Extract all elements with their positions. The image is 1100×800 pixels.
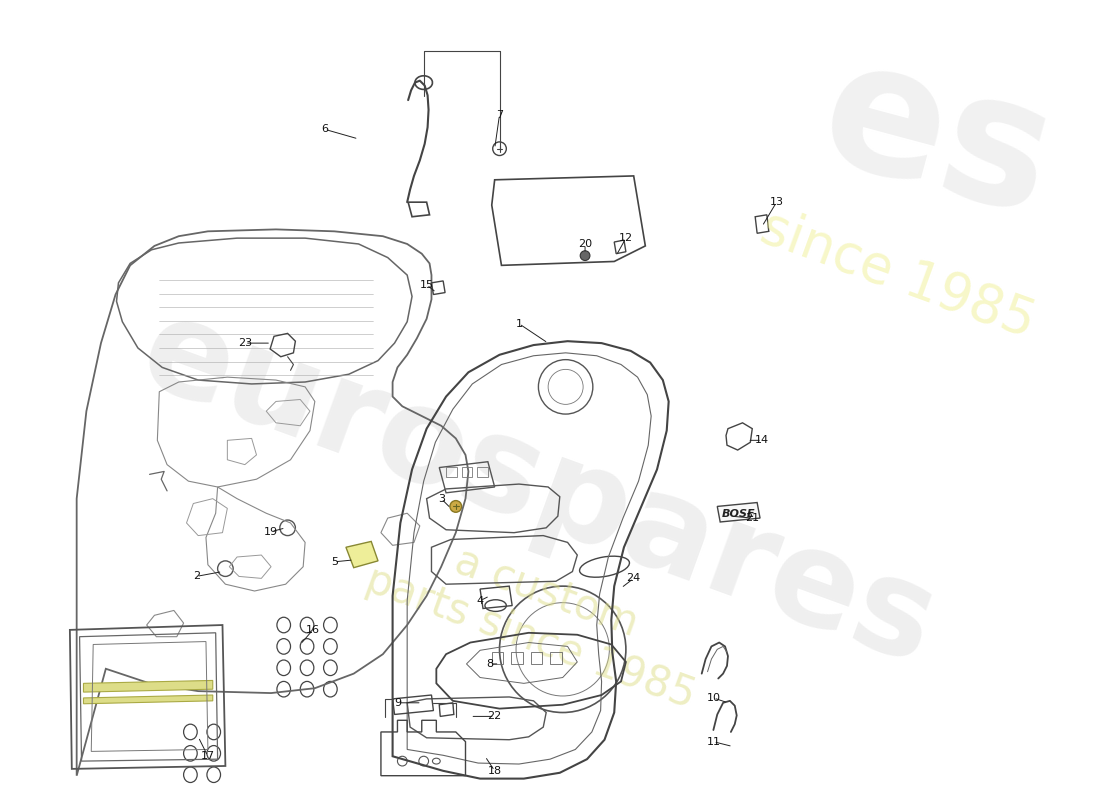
- Text: eurospares: eurospares: [124, 286, 953, 691]
- Polygon shape: [84, 681, 212, 692]
- Text: 11: 11: [706, 737, 721, 746]
- Text: 18: 18: [487, 766, 502, 776]
- Text: es: es: [803, 24, 1070, 254]
- Polygon shape: [84, 695, 212, 704]
- Text: 17: 17: [201, 751, 214, 762]
- Text: 13: 13: [770, 197, 783, 207]
- Text: 24: 24: [627, 574, 641, 583]
- Text: 20: 20: [578, 239, 592, 249]
- Text: 16: 16: [306, 625, 320, 635]
- Text: 15: 15: [419, 280, 433, 290]
- Circle shape: [450, 501, 462, 512]
- Text: a custom
parts since 1985: a custom parts since 1985: [360, 514, 717, 718]
- Text: 9: 9: [394, 698, 402, 708]
- Text: 6: 6: [321, 124, 328, 134]
- Text: 10: 10: [706, 693, 721, 703]
- Text: 7: 7: [496, 110, 503, 120]
- Text: 14: 14: [755, 435, 769, 446]
- Text: 19: 19: [264, 526, 278, 537]
- Polygon shape: [345, 542, 378, 568]
- Text: 5: 5: [331, 557, 338, 567]
- Circle shape: [580, 250, 590, 261]
- Text: BOSE: BOSE: [722, 510, 756, 519]
- Text: 1: 1: [516, 318, 522, 329]
- Text: 3: 3: [438, 494, 444, 504]
- Text: since 1985: since 1985: [754, 202, 1043, 349]
- Text: 8: 8: [486, 659, 494, 669]
- Text: 23: 23: [238, 338, 252, 348]
- Polygon shape: [717, 502, 760, 522]
- Text: 4: 4: [476, 596, 484, 606]
- Text: 22: 22: [487, 711, 502, 722]
- Text: 21: 21: [745, 513, 759, 523]
- Text: 2: 2: [192, 571, 200, 582]
- Text: 12: 12: [619, 233, 632, 243]
